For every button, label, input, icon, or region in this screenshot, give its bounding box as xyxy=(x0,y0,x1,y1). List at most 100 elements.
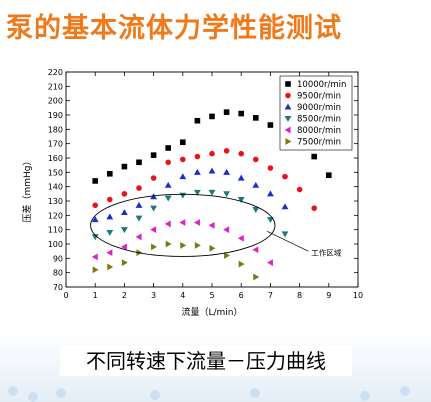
data-point xyxy=(150,152,157,158)
data-point xyxy=(107,196,113,203)
legend-marker xyxy=(284,126,291,134)
data-point xyxy=(282,173,288,180)
data-point xyxy=(92,178,98,184)
data-point xyxy=(164,195,172,202)
data-point xyxy=(121,243,127,251)
y-tick-label: 100 xyxy=(48,240,63,249)
data-point xyxy=(180,139,186,146)
data-point xyxy=(208,189,216,196)
y-axis-label: 压差（mmHg） xyxy=(21,156,33,222)
annotation-label: 工作区域 xyxy=(311,248,341,258)
data-point xyxy=(326,172,332,178)
data-point xyxy=(92,266,99,274)
x-tick-label: 7 xyxy=(268,291,273,300)
data-point xyxy=(179,173,187,180)
x-tick-label: 4 xyxy=(180,291,185,300)
data-point xyxy=(135,233,142,241)
data-point xyxy=(267,259,273,267)
data-point xyxy=(311,153,317,160)
y-tick-label: 150 xyxy=(48,168,63,177)
chart-caption: 不同转速下流量－压力曲线 xyxy=(60,346,352,376)
y-tick-label: 80 xyxy=(53,269,63,278)
data-point xyxy=(121,259,128,267)
x-axis-label: 流量（L/min） xyxy=(181,306,242,318)
data-point xyxy=(180,156,186,163)
data-point xyxy=(311,205,318,211)
data-point xyxy=(91,253,98,261)
data-point xyxy=(180,242,187,249)
pressure-flow-chart: 流量（L/min） 压差（mmHg） 0 1 2 3 4 5 6 7 8 9 10 70 80 90 100 1… xyxy=(21,68,363,318)
data-point xyxy=(107,170,113,177)
data-point xyxy=(106,229,114,236)
data-point xyxy=(121,209,128,216)
y-tick-label: 140 xyxy=(48,183,63,192)
data-point xyxy=(209,244,216,252)
x-tick-label: 1 xyxy=(93,291,98,300)
x-tick-label: 9 xyxy=(326,291,331,300)
legend-label: 10000r/min xyxy=(297,80,346,90)
y-tick-label: 90 xyxy=(53,254,63,263)
data-point xyxy=(194,117,201,124)
x-tick-label: 10 xyxy=(353,291,363,300)
data-point xyxy=(253,156,259,163)
x-tick-label: 3 xyxy=(151,291,156,300)
data-point xyxy=(136,185,142,191)
data-point xyxy=(151,243,157,251)
data-point xyxy=(253,115,259,121)
legend-marker xyxy=(284,115,292,122)
data-point xyxy=(150,226,157,234)
data-point xyxy=(165,240,172,248)
legend-label: 9500r/min xyxy=(297,92,341,102)
legend-box xyxy=(279,75,353,151)
data-point xyxy=(267,165,274,171)
legend-marker xyxy=(285,138,292,145)
data-point xyxy=(267,122,274,128)
data-point xyxy=(281,231,289,238)
data-point xyxy=(238,260,245,268)
data-point xyxy=(223,191,230,198)
data-point xyxy=(106,249,113,256)
slide-title: 泵的基本流体力学性能测试 xyxy=(6,13,342,44)
legend-marker xyxy=(284,103,292,110)
data-point xyxy=(252,207,260,213)
legend-label: 9000r/min xyxy=(297,103,341,113)
data-point xyxy=(224,252,230,259)
data-point xyxy=(150,175,157,181)
y-tick-label: 190 xyxy=(48,111,63,120)
y-tick-label: 200 xyxy=(48,97,63,106)
data-point xyxy=(238,150,244,157)
data-point xyxy=(194,242,201,249)
data-point xyxy=(106,213,114,220)
data-point xyxy=(237,197,245,203)
legend-label: 8000r/min xyxy=(297,126,341,136)
data-point xyxy=(253,273,260,281)
data-point xyxy=(121,227,128,234)
data-point xyxy=(179,192,187,199)
data-point xyxy=(194,189,201,196)
legend-marker xyxy=(285,92,291,99)
y-tick-label: 70 xyxy=(53,283,63,292)
working-region-ellipse xyxy=(90,193,276,257)
data-point xyxy=(223,148,230,154)
data-point xyxy=(164,181,172,188)
data-point xyxy=(194,219,200,226)
data-point xyxy=(165,159,171,166)
data-point xyxy=(296,186,303,193)
data-point xyxy=(252,181,260,188)
data-point xyxy=(237,174,245,181)
data-point xyxy=(91,216,99,223)
data-point xyxy=(91,234,99,241)
data-point xyxy=(194,153,201,160)
data-point xyxy=(238,110,244,117)
data-point xyxy=(165,145,171,151)
data-point xyxy=(223,226,230,234)
data-point xyxy=(150,193,157,200)
x-tick-label: 2 xyxy=(122,291,127,300)
y-tick-label: 220 xyxy=(48,68,63,77)
y-tick-label: 130 xyxy=(48,197,63,206)
data-point xyxy=(252,246,259,254)
data-point xyxy=(121,191,128,197)
data-point xyxy=(208,221,215,229)
y-tick-label: 160 xyxy=(48,154,63,163)
